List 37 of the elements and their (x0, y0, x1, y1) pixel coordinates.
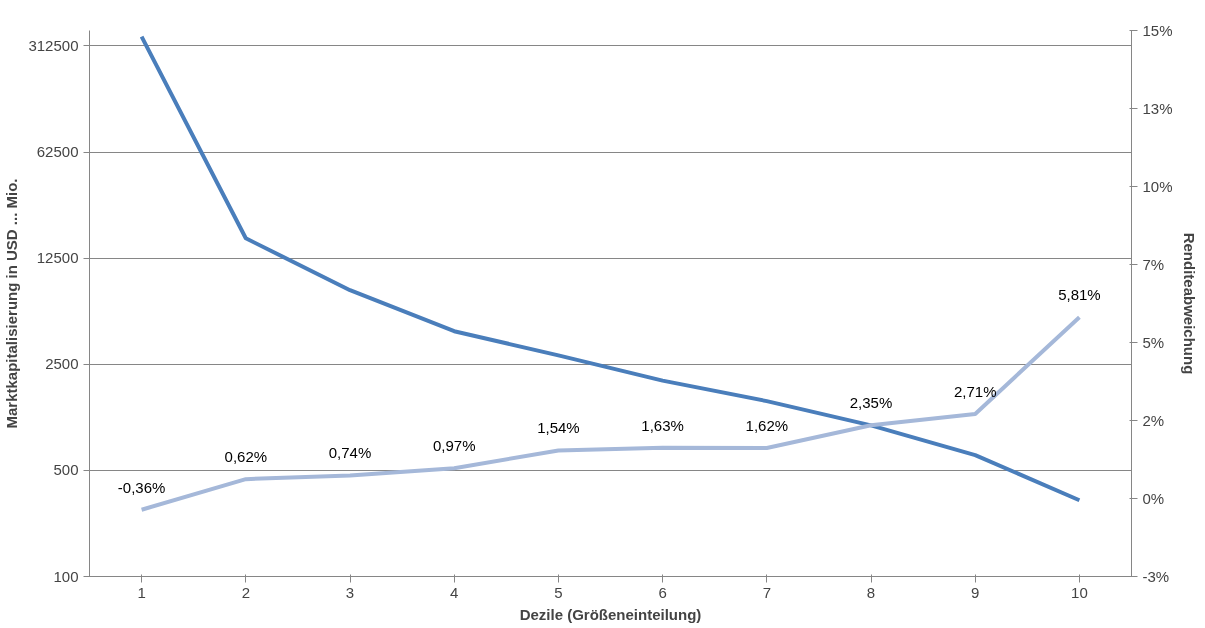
data-label: 0,74% (328, 444, 372, 462)
data-label: -0,36% (117, 478, 166, 496)
data-label: 0,62% (224, 448, 268, 466)
y2-tick-label: 10% (1142, 178, 1173, 195)
x-tick-label: 4 (450, 583, 459, 601)
y2-axis-title: Renditeabweichung (1180, 232, 1198, 375)
data-label: 1,62% (745, 416, 789, 434)
y2-tick-label: 5% (1142, 334, 1165, 351)
x-tick-label: 7 (762, 583, 771, 601)
y2-tick-label: 0% (1142, 490, 1165, 507)
y2-tick-label: 7% (1142, 256, 1165, 273)
y-tick-label: 62500 (36, 143, 79, 161)
y2-tick-label: 2% (1142, 412, 1165, 429)
y-tick-label: 2500 (45, 355, 79, 373)
data-label: 2,35% (849, 394, 893, 412)
y-tick-label: 312500 (28, 36, 79, 54)
x-tick-label: 9 (971, 583, 980, 601)
data-label: 2,71% (953, 382, 997, 400)
x-tick-label: 6 (658, 583, 667, 601)
x-tick-label: 5 (554, 583, 563, 601)
y2-tick-label: 15% (1142, 22, 1173, 39)
data-label: 5,81% (1058, 286, 1101, 304)
data-label: 1,63% (641, 416, 684, 434)
y-tick-label: 100 (53, 567, 79, 585)
data-label: 1,54% (537, 419, 580, 437)
x-tick-label: 1 (137, 583, 146, 601)
x-tick-label: 10 (1071, 583, 1088, 601)
y-tick-label: 500 (53, 461, 79, 479)
x-tick-label: 2 (241, 583, 250, 601)
y2-tick-label: 13% (1142, 100, 1173, 117)
x-tick-label: 3 (345, 583, 355, 601)
y-axis-title: Marktkapitalisierung in USD ... Mio. (3, 178, 21, 429)
y-tick-label: 12500 (36, 249, 79, 267)
x-tick-label: 8 (866, 583, 876, 601)
x-axis-title: Dezile (Größeneinteilung) (519, 605, 702, 623)
data-label: 0,97% (432, 437, 476, 455)
y2-tick-label: -3% (1142, 568, 1170, 585)
